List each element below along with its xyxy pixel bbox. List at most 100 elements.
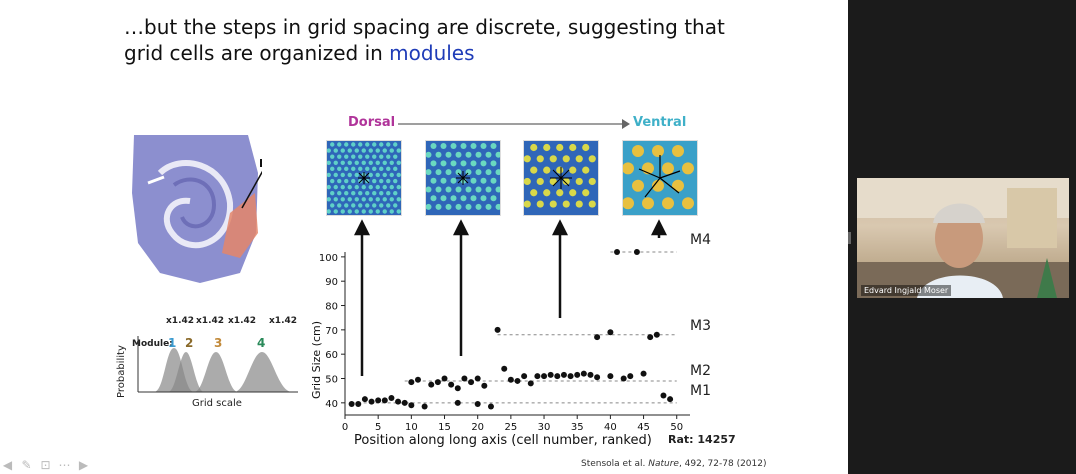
citation-ref: , 492, 72-78 (2012) [678,459,767,469]
module-label: Module: [132,339,173,349]
data-point [481,382,488,389]
rate-map-field [347,209,352,214]
rate-map-field [682,162,694,175]
rate-map-field [426,151,432,158]
rate-map-field [445,203,452,210]
rate-map-field [475,151,482,158]
data-point [428,381,435,388]
rate-map-field [379,203,384,208]
pen-icon[interactable]: ✎ [21,458,32,472]
rate-map-field [372,142,377,147]
rate-map-field [340,160,345,165]
forward-arrow-icon[interactable]: ▶ [78,458,89,472]
presentation-slide: …but the steps in grid spacing are discr… [0,0,848,474]
rate-map-field [549,155,557,163]
data-point [434,379,441,386]
rate-map-field [588,177,596,186]
rate-map-field [396,209,401,214]
data-point [474,375,481,382]
rate-map-field [375,184,380,190]
data-point [414,376,421,383]
rate-map-field [530,189,538,197]
rate-map-field [379,142,384,147]
data-point [487,403,494,410]
rate-map-field [588,155,596,163]
rate-map-field [358,191,363,196]
rate-map-field [445,151,452,158]
rate-map-field [524,200,531,208]
slide-nav-toolbar: ◀ ✎ ⊡ ⋯ ▶ [0,458,91,474]
rate-map-field [485,203,492,210]
rate-map-field [368,148,373,153]
rate-map-field [460,195,467,202]
rate-map-field [475,186,482,193]
rate-map-field [485,186,492,193]
data-point [667,396,674,403]
rate-map-field [569,189,577,197]
participant-video[interactable]: Edvard Ingjald Moser [857,178,1069,298]
data-point [395,398,402,405]
rate-map-field [354,197,359,202]
module-label-m1: M1 [690,383,711,399]
rate-map-field [642,197,654,210]
y-tick-label: 40 [325,399,338,410]
rate-map-field [330,166,335,172]
rate-map-field [575,155,583,163]
rate-map-field [361,197,366,202]
rate-map-field [344,142,349,147]
rat-id: Rat: 14257 [668,433,736,446]
rate-map-field [393,166,398,172]
data-point [620,375,627,382]
rate-map-field [662,197,674,210]
rate-map-field [430,143,437,149]
rate-map-field [450,143,457,149]
rate-map-field [372,178,377,184]
rate-map-field [361,184,366,190]
rate-map-field [440,177,447,184]
panel-resize-handle[interactable] [848,232,851,244]
rate-map-field [435,203,442,210]
rate-map-field [480,177,487,184]
rate-map-field [330,142,335,147]
data-point [534,373,541,380]
rate-map-field [536,177,544,186]
more-icon[interactable]: ⋯ [58,458,71,472]
rate-map-field [340,209,345,214]
participant-name: Edvard Ingjald Moser [861,285,952,296]
rate-map-field [365,142,370,147]
rate-map-field [330,178,335,184]
data-point [401,399,408,406]
rate-map-field [562,155,570,163]
rate-map-field [379,191,384,196]
rate-map-field [556,166,564,174]
rate-map-field [393,203,398,208]
data-point [521,373,528,380]
rate-map-field [435,151,442,158]
slides-icon[interactable]: ⊡ [40,458,51,472]
rate-map-field [337,166,342,172]
rate-map-field [556,189,564,197]
rate-map-field [351,178,356,184]
rate-map-field [327,148,331,153]
rate-map-field [480,160,487,167]
data-point [468,379,475,386]
rate-map-field [386,166,391,172]
rate-map-field [396,184,401,190]
data-point [633,249,640,255]
back-arrow-icon[interactable]: ◀ [2,458,13,472]
rate-map-field [632,145,644,157]
rate-map-field [375,160,380,165]
rate-map-field [575,177,583,186]
rate-map-field [354,160,359,165]
rate-map-field [465,203,472,210]
rate-map-field [389,184,394,190]
rate-map-field [389,209,394,214]
rate-map-field [672,179,684,192]
data-point [388,394,395,401]
rate-map-field [455,203,462,210]
rate-map-field [556,143,564,152]
rate-map-field [337,154,342,159]
rate-map-field [386,178,391,184]
rate-map-field [351,142,356,147]
data-point [587,371,594,378]
